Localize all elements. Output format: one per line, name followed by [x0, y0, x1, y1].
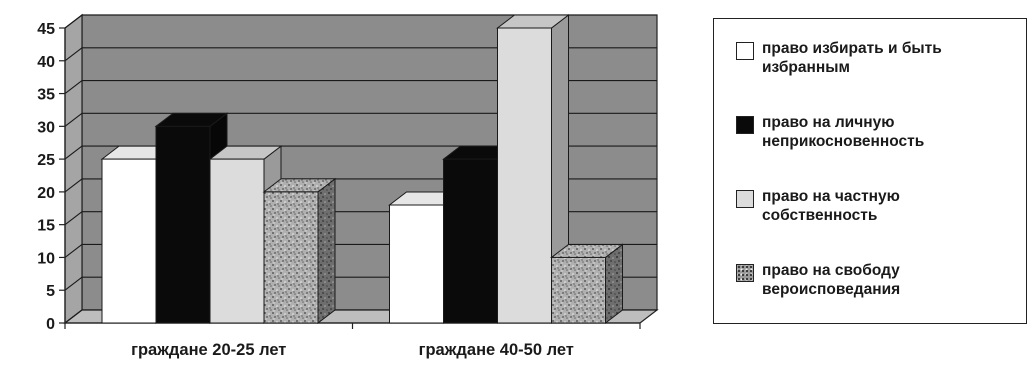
bar: [209, 158, 265, 324]
gridline: [64, 47, 657, 62]
y-tick-label: 5: [46, 283, 55, 300]
legend-label: право на частную собственность: [762, 188, 900, 224]
legend-swatch: [736, 264, 754, 282]
bar: [443, 158, 498, 324]
y-tick-label: 10: [37, 250, 55, 267]
legend-item: право на свободу вероисповедания: [736, 261, 1002, 299]
y-tick-label: 25: [37, 152, 55, 169]
y-tick-label: 15: [37, 218, 55, 235]
y-tick-label: 20: [37, 185, 55, 202]
y-tick-label: 35: [37, 87, 55, 104]
bar: [263, 191, 319, 324]
bar: [389, 204, 444, 324]
legend: право избирать и быть избранным право на…: [713, 18, 1027, 324]
bar-chart: 0 5 10 15 20 25 30 35 40 45 граждане 20-25 лет гра…: [37, 13, 659, 359]
gridline: [64, 14, 657, 29]
legend-label: право на свободу вероисповедания: [762, 262, 901, 298]
bar: [551, 256, 606, 324]
bar-side: [605, 243, 623, 325]
gridline: [64, 112, 657, 127]
legend-swatch: [736, 42, 754, 60]
bar: [155, 125, 211, 324]
chart-area: 0 5 10 15 20 25 30 35 40 45 граждане 20-25 лет гра…: [37, 13, 659, 359]
x-category-label: граждане 40-50 лет: [419, 341, 574, 359]
gridline: [64, 80, 657, 94]
bar-side: [317, 177, 336, 325]
y-tick-label: 45: [37, 21, 55, 38]
legend-label: право избирать и быть избранным: [762, 40, 942, 76]
legend-item: право избирать и быть избранным: [736, 39, 1002, 77]
legend-swatch: [736, 190, 754, 208]
bar: [101, 158, 157, 324]
legend-item: право на личную неприкосновенность: [736, 113, 1002, 151]
x-category-label: граждане 20-25 лет: [131, 341, 286, 359]
bar: [497, 27, 552, 324]
y-tick-label: 0: [46, 316, 55, 333]
side-wall: [64, 13, 83, 325]
legend-item: право на частную собственность: [736, 187, 1002, 225]
legend-label: право на личную неприкосновенность: [762, 114, 925, 150]
legend-swatch: [736, 116, 754, 134]
y-tick-label: 40: [37, 54, 55, 71]
y-tick-label: 30: [37, 119, 55, 136]
